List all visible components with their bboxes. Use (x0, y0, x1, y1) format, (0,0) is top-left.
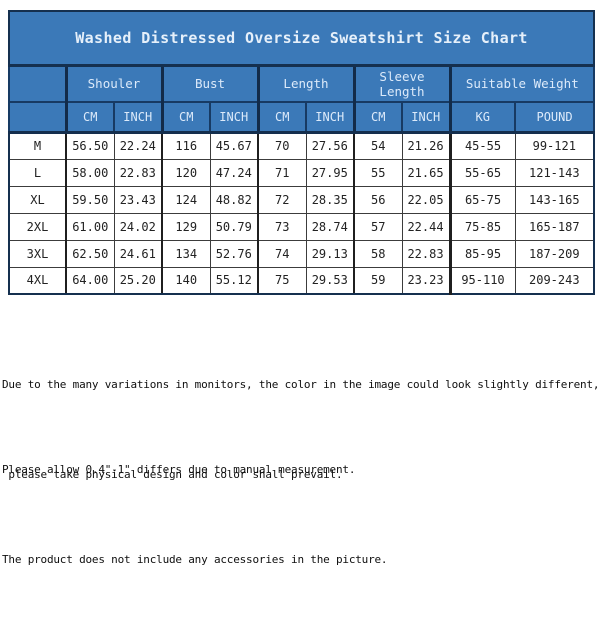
size-chart-table: Washed Distressed Oversize Sweatshirt Si… (8, 10, 596, 295)
unit-header-weight-pound: POUND (513, 101, 596, 134)
cell-weight-kg: 75-85 (448, 212, 516, 241)
size-unit-header-blank (8, 101, 67, 134)
cell-length-inch: 28.74 (305, 212, 355, 241)
unit-header-length-inch: INCH (305, 101, 355, 134)
cell-weight-pound: 143-165 (514, 185, 595, 214)
cell-shoulder-cm: 64.00 (65, 266, 115, 295)
note-measurement: Please allow 0.4"-1" differs due to manu… (2, 463, 356, 476)
cell-weight-kg: 55-65 (448, 158, 516, 187)
cell-bust-cm: 116 (161, 131, 211, 160)
cell-length-inch: 29.13 (305, 239, 355, 268)
size-chart-page: Washed Distressed Oversize Sweatshirt Si… (2, 10, 600, 566)
unit-header-shoulder-cm: CM (64, 101, 115, 134)
cell-bust-cm: 134 (161, 239, 211, 268)
unit-header-shoulder-inch: INCH (113, 101, 163, 134)
cell-weight-pound: 209-243 (514, 266, 595, 295)
cell-shoulder-inch: 22.83 (113, 158, 163, 187)
unit-header-bust-inch: INCH (209, 101, 259, 134)
cell-length-inch: 27.56 (305, 131, 355, 160)
size-label: 3XL (8, 239, 67, 268)
measurement-disclaimer: Please allow 0.4"-1" differs due to manu… (2, 395, 601, 635)
unit-header-length-cm: CM (256, 101, 307, 134)
cell-bust-inch: 47.24 (209, 158, 259, 187)
unit-header-sleeve-inch: INCH (401, 101, 451, 134)
cell-shoulder-inch: 24.02 (113, 212, 163, 241)
cell-shoulder-cm: 62.50 (65, 239, 115, 268)
cell-sleeve-inch: 21.65 (401, 158, 451, 187)
cell-shoulder-cm: 61.00 (65, 212, 115, 241)
cell-weight-pound: 121-143 (514, 158, 595, 187)
cell-length-inch: 27.95 (305, 158, 355, 187)
cell-length-cm: 74 (257, 239, 307, 268)
size-label: 4XL (8, 266, 67, 295)
cell-length-inch: 29.53 (305, 266, 355, 295)
group-header-suitable-weight: Suitable Weight (448, 64, 596, 103)
cell-length-cm: 73 (257, 212, 307, 241)
table-row-xl: XL 59.50 23.43 124 48.82 72 28.35 56 22.… (8, 185, 595, 214)
cell-shoulder-cm: 59.50 (65, 185, 115, 214)
page-title: Washed Distressed Oversize Sweatshirt Si… (9, 11, 595, 67)
cell-weight-kg: 95-110 (448, 266, 516, 295)
table-row-2xl: 2XL 61.00 24.02 129 50.79 73 28.74 57 22… (8, 212, 595, 241)
cell-sleeve-inch: 21.26 (401, 131, 451, 160)
cell-weight-kg: 45-55 (448, 131, 516, 160)
cell-bust-inch: 50.79 (209, 212, 259, 241)
cell-length-cm: 75 (257, 266, 307, 295)
cell-sleeve-cm: 58 (353, 239, 403, 268)
cell-bust-cm: 124 (161, 185, 211, 214)
unit-header-bust-cm: CM (160, 101, 211, 134)
size-column-header-blank (8, 64, 67, 103)
note-monitor-line1: Due to the many variations in monitors, … (2, 378, 600, 391)
table-row-3xl: 3XL 62.50 24.61 134 52.76 74 29.13 58 22… (8, 239, 595, 268)
cell-sleeve-cm: 55 (353, 158, 403, 187)
cell-shoulder-cm: 58.00 (65, 158, 115, 187)
cell-shoulder-inch: 24.61 (113, 239, 163, 268)
cell-bust-cm: 140 (161, 266, 211, 295)
cell-length-cm: 71 (257, 158, 307, 187)
cell-weight-pound: 99-121 (514, 131, 595, 160)
cell-shoulder-inch: 25.20 (113, 266, 163, 295)
cell-bust-cm: 120 (161, 158, 211, 187)
cell-shoulder-inch: 23.43 (113, 185, 163, 214)
cell-sleeve-cm: 56 (353, 185, 403, 214)
note-accessories: The product does not include any accesso… (2, 553, 388, 566)
cell-bust-inch: 52.76 (209, 239, 259, 268)
cell-shoulder-inch: 22.24 (113, 131, 163, 160)
cell-bust-inch: 48.82 (209, 185, 259, 214)
cell-sleeve-inch: 23.23 (401, 266, 451, 295)
cell-bust-inch: 55.12 (209, 266, 259, 295)
cell-weight-kg: 65-75 (448, 185, 516, 214)
group-header-sleeve-length: Sleeve Length (352, 64, 451, 103)
unit-header-weight-kg: KG (448, 101, 516, 134)
title-row: Washed Distressed Oversize Sweatshirt Si… (9, 11, 595, 67)
group-header-bust: Bust (160, 64, 259, 103)
cell-length-cm: 70 (257, 131, 307, 160)
group-header-length: Length (256, 64, 355, 103)
cell-sleeve-cm: 59 (353, 266, 403, 295)
unit-header-row: CM INCH CM INCH CM INCH CM INCH KG POUND (8, 101, 596, 134)
column-group-header-row: Shouler Bust Length Sleeve Length Suitab… (8, 64, 596, 103)
cell-length-cm: 72 (257, 185, 307, 214)
cell-sleeve-inch: 22.44 (401, 212, 451, 241)
size-label: XL (8, 185, 67, 214)
table-row-4xl: 4XL 64.00 25.20 140 55.12 75 29.53 59 23… (8, 266, 595, 295)
cell-bust-inch: 45.67 (209, 131, 259, 160)
unit-header-sleeve-cm: CM (352, 101, 403, 134)
cell-length-inch: 28.35 (305, 185, 355, 214)
size-label: L (8, 158, 67, 187)
cell-sleeve-cm: 54 (353, 131, 403, 160)
size-label: M (8, 131, 67, 160)
cell-bust-cm: 129 (161, 212, 211, 241)
cell-weight-pound: 165-187 (514, 212, 595, 241)
table-row-m: M 56.50 22.24 116 45.67 70 27.56 54 21.2… (8, 131, 595, 160)
cell-sleeve-inch: 22.83 (401, 239, 451, 268)
cell-shoulder-cm: 56.50 (65, 131, 115, 160)
group-header-shoulder: Shouler (64, 64, 163, 103)
cell-weight-kg: 85-95 (448, 239, 516, 268)
size-label: 2XL (8, 212, 67, 241)
cell-sleeve-inch: 22.05 (401, 185, 451, 214)
cell-weight-pound: 187-209 (514, 239, 595, 268)
table-row-l: L 58.00 22.83 120 47.24 71 27.95 55 21.6… (8, 158, 595, 187)
cell-sleeve-cm: 57 (353, 212, 403, 241)
